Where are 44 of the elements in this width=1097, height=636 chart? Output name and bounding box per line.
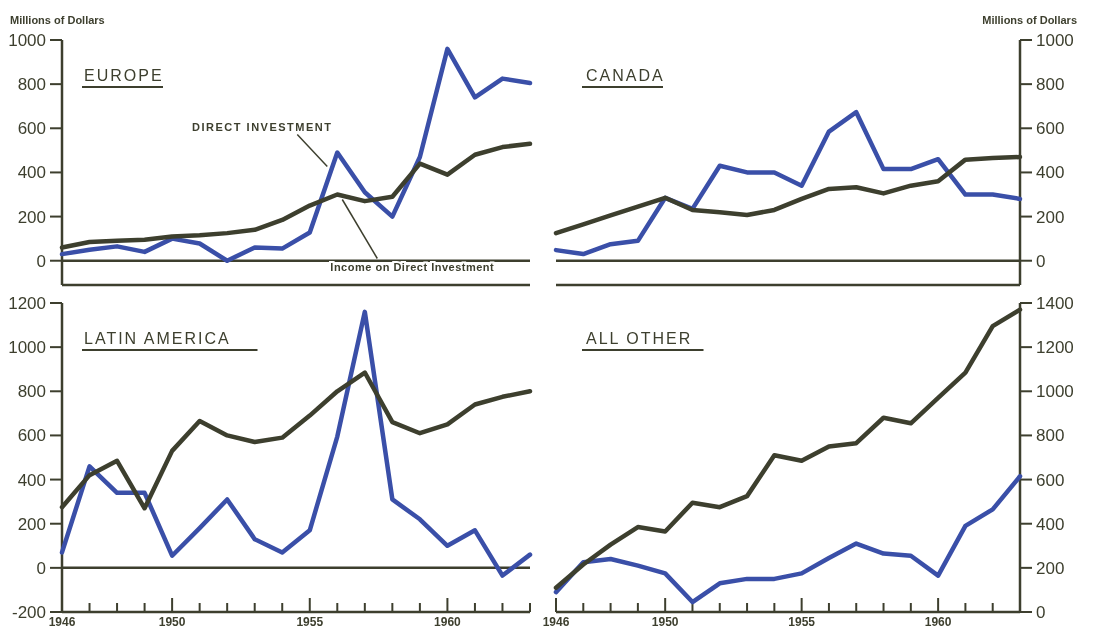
x-tick-label: 1946 [48,615,76,629]
y2-tick-label: 200 [1036,558,1065,578]
y2-tick-label: 800 [1036,75,1065,95]
y2-tick-label: 0 [1036,602,1046,622]
y2-tick-label: 1400 [1036,293,1074,313]
x-tick-label: 1946 [542,615,570,629]
x-tick-label: 1960 [434,615,462,629]
text: LATIN AMERICA [84,330,231,347]
x-tick-label: 1950 [651,615,679,629]
y-tick-label: 800 [17,75,46,95]
x-tick-label: 1955 [296,615,324,629]
y-tick-label: 200 [17,207,46,227]
y2-axis-title: Millions of Dollars [982,14,1077,26]
y2-tick-label: 800 [1036,426,1065,446]
y2-tick-label: 1000 [1036,382,1074,402]
y-tick-label: 400 [17,470,46,490]
y2-tick-label: 0 [1036,251,1046,271]
y-tick-label: 600 [17,119,46,139]
y-tick-label: 1000 [8,30,46,50]
y-tick-label: 400 [17,163,46,183]
y-axis-title: Millions of Dollars [10,14,105,26]
y2-tick-label: 600 [1036,119,1065,139]
x-tick-label: 1955 [788,615,816,629]
y-tick-label: 800 [17,382,46,402]
y2-tick-label: 600 [1036,470,1065,490]
series-label: DIRECT INVESTMENT [192,120,333,133]
text: EUROPE [84,67,164,84]
y-tick-label: 0 [36,251,46,271]
text: ALL OTHER [586,330,693,347]
y-tick-label: 200 [17,514,46,534]
y2-tick-label: 400 [1036,514,1065,534]
y-tick-label: 600 [17,426,46,446]
y-tick-label: 0 [36,558,46,578]
y2-tick-label: 1000 [1036,30,1074,50]
y2-tick-label: 400 [1036,163,1065,183]
text: Income on Direct Investment [330,260,495,273]
text: CANADA [586,67,665,84]
y-tick-label: -200 [11,602,46,622]
y-tick-label: 1200 [8,293,46,313]
y2-tick-label: 200 [1036,207,1065,227]
y2-tick-label: 1200 [1036,338,1074,358]
x-tick-label: 1960 [924,615,952,629]
x-tick-label: 1950 [158,615,186,629]
y-tick-label: 1000 [8,338,46,358]
